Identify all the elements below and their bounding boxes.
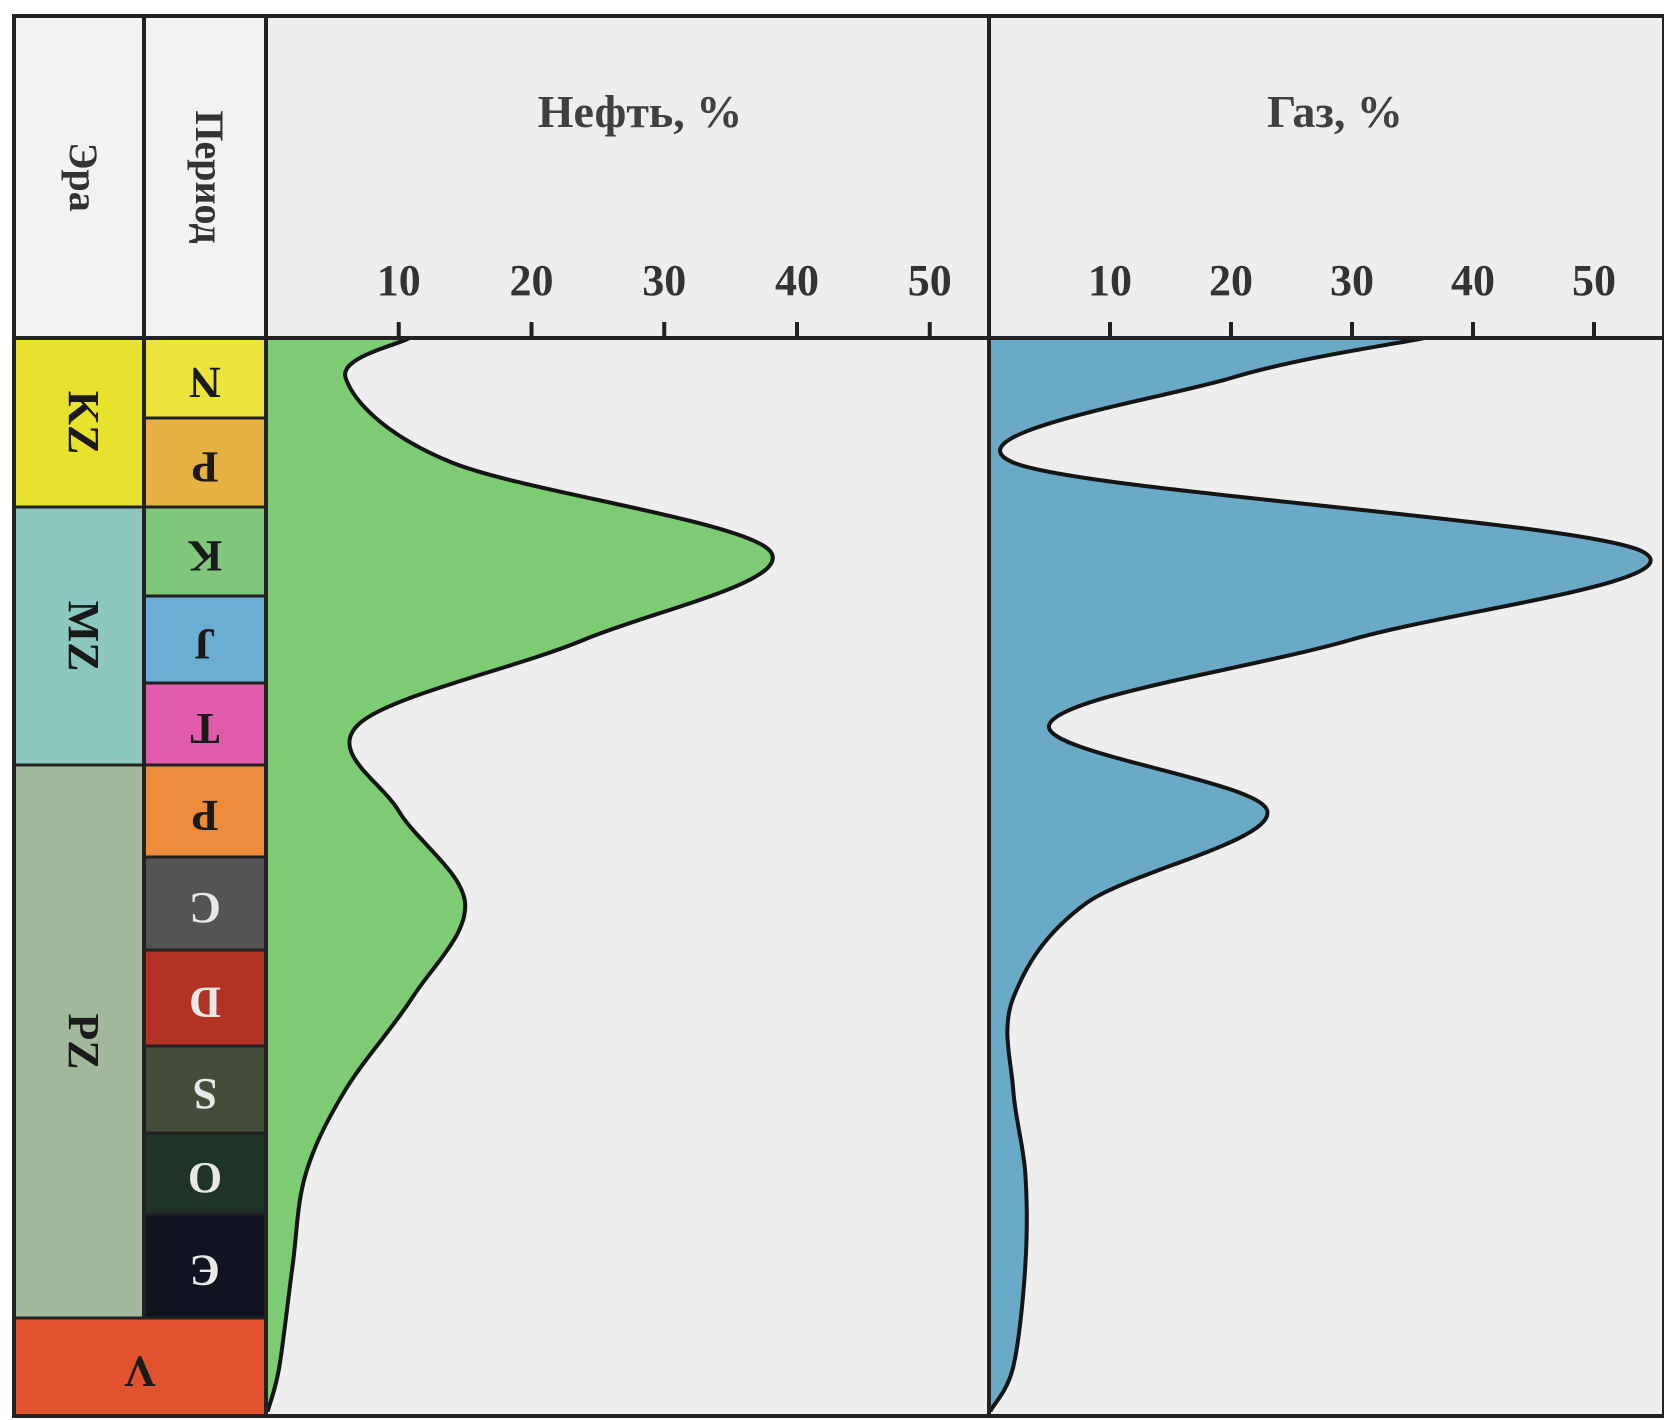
- period-label: K: [188, 531, 222, 580]
- period-label: D: [189, 978, 221, 1027]
- x-tick-label: 40: [775, 256, 819, 305]
- period-cell: [142, 855, 268, 952]
- period-label: T: [190, 704, 219, 753]
- era-header-cell: [14, 16, 144, 338]
- period-label: P: [192, 791, 219, 840]
- x-tick-label: 10: [1088, 256, 1132, 305]
- period-label: Є: [190, 1246, 220, 1295]
- gas-title: Газ, %: [1267, 86, 1403, 137]
- oil-axis: 10 20 30 40 50: [377, 256, 952, 338]
- era-label: MZ: [59, 601, 108, 672]
- era-label: KZ: [59, 391, 108, 455]
- period-cell: [142, 1131, 268, 1216]
- x-tick-label: 50: [1572, 256, 1616, 305]
- period-label: C: [189, 883, 221, 932]
- period-header-label: Период: [187, 110, 232, 243]
- era-header-label: Эра: [61, 142, 106, 211]
- x-tick-label: 30: [1330, 256, 1374, 305]
- period-label: O: [188, 1153, 222, 1202]
- period-label: P: [192, 442, 219, 491]
- period-cell: [142, 1044, 268, 1135]
- x-tick-label: 20: [1209, 256, 1253, 305]
- x-tick-label: 20: [510, 256, 554, 305]
- era-cell-pz: [12, 763, 146, 1320]
- period-header-cell: [144, 16, 266, 338]
- era-cell-v: [12, 1316, 268, 1418]
- period-cell: [142, 594, 268, 685]
- x-tick-label: 30: [642, 256, 686, 305]
- oil-area-series: [264, 336, 775, 1412]
- oil-title: Нефть, %: [538, 86, 743, 137]
- era-label: PZ: [59, 1013, 108, 1069]
- period-cell: [142, 1212, 268, 1320]
- x-tick-label: 10: [377, 256, 421, 305]
- gas-area-series: [987, 336, 1653, 1412]
- period-label: J: [194, 619, 216, 668]
- period-cell: [142, 336, 268, 420]
- gas-axis: 10 20 30 40 50: [1088, 256, 1616, 338]
- oil-panel: Нефть, % 10 20 30 40 50: [264, 86, 952, 1412]
- gas-panel: Газ, % 10 20 30 40 50: [987, 86, 1653, 1412]
- period-label: S: [193, 1069, 217, 1118]
- x-tick-label: 40: [1451, 256, 1495, 305]
- era-label: V: [124, 1347, 156, 1396]
- period-cell: [142, 948, 268, 1048]
- period-label: N: [189, 358, 221, 407]
- x-tick-label: 50: [908, 256, 952, 305]
- frame-lines: [12, 14, 1664, 1418]
- era-cell-mz: [12, 505, 146, 767]
